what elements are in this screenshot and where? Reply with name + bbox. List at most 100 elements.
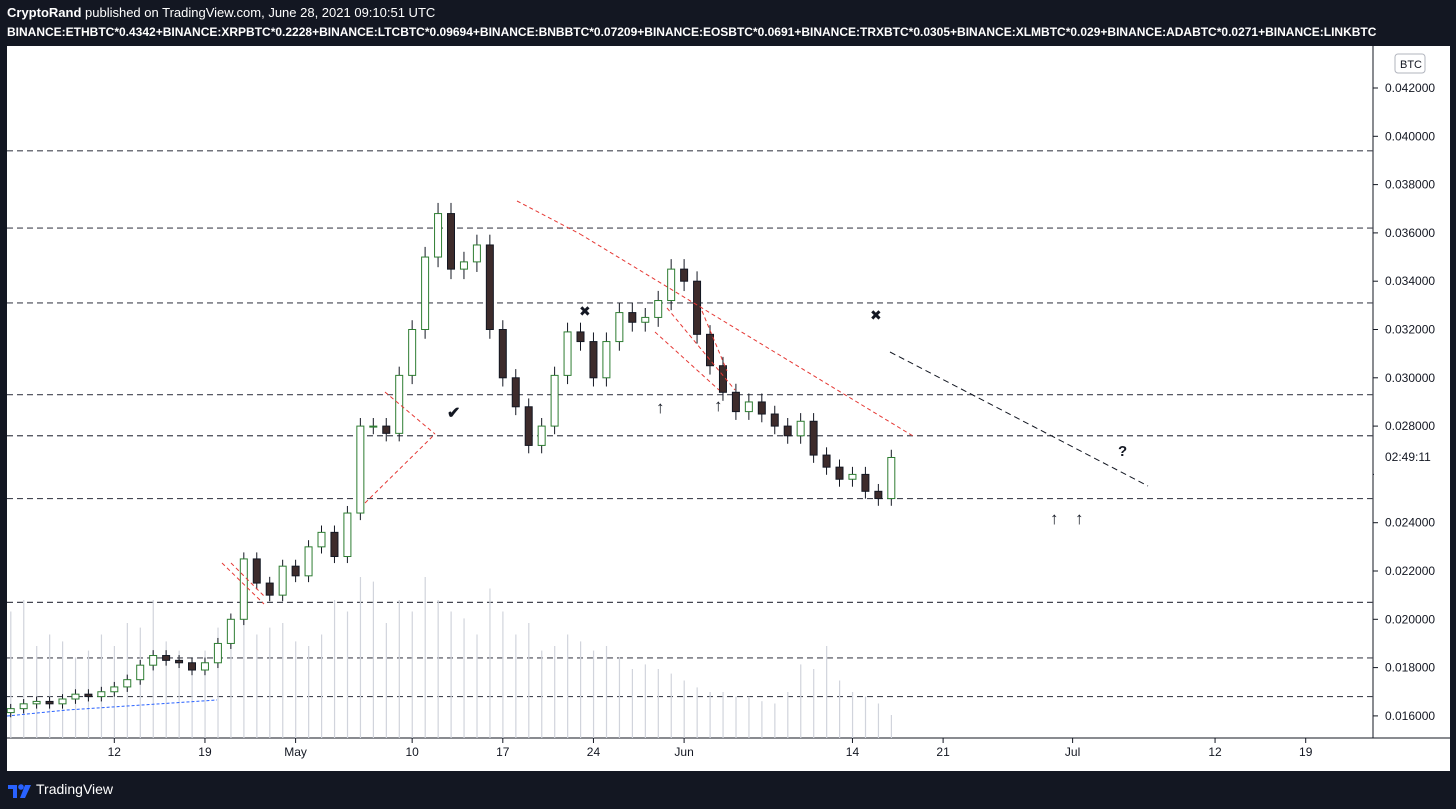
y-tick-label: 0.040000 xyxy=(1385,129,1435,143)
x-tick-label: 14 xyxy=(846,745,860,759)
x-tick-label: May xyxy=(284,745,307,759)
candle-down xyxy=(628,312,637,323)
candle-down xyxy=(589,341,598,379)
volume-bar xyxy=(217,627,219,738)
x-tick-label: 19 xyxy=(198,745,212,759)
volume-bar xyxy=(670,673,672,738)
candle-up xyxy=(421,256,430,330)
trend-line-red xyxy=(654,331,720,391)
candle-up xyxy=(459,261,468,270)
check-icon: ✔ xyxy=(447,405,460,422)
candle-up xyxy=(395,374,404,434)
y-tick-label: 0.032000 xyxy=(1385,323,1435,337)
chart-area[interactable]: 0.016000 0.018000 0.020000 0.022000 0.024000… xyxy=(7,46,1450,771)
y-tick-label: 0.036000 xyxy=(1385,226,1435,240)
publish-text: published on TradingView.com, June 28, 2… xyxy=(81,5,436,20)
volume-bar xyxy=(49,634,51,738)
volume-bar xyxy=(851,692,854,738)
volume-bar xyxy=(774,703,776,738)
candle-up xyxy=(71,693,80,700)
volume-bar xyxy=(541,650,543,738)
x-mark-icon: ✖ xyxy=(579,303,591,319)
volume-bar xyxy=(476,634,478,738)
x-mark-icon: ✖ xyxy=(870,307,882,323)
candle-down xyxy=(498,329,507,379)
volume-bar xyxy=(580,641,582,738)
y-tick-label: 0.028000 xyxy=(1385,419,1435,433)
y-tick-label: 0.020000 xyxy=(1385,612,1435,626)
volume-bar xyxy=(178,650,180,738)
candle-down xyxy=(175,659,184,664)
tradingview-logo-icon[interactable] xyxy=(8,781,32,799)
question-icon: ? xyxy=(1118,443,1127,460)
candle-down xyxy=(822,454,831,468)
volume-bar xyxy=(722,692,724,738)
volume-bar xyxy=(592,650,595,738)
volume-bar xyxy=(839,680,841,738)
candle-up xyxy=(369,425,378,428)
price-chart[interactable]: 0.016000 0.018000 0.020000 0.022000 0.024000… xyxy=(7,46,1450,771)
candle-down xyxy=(731,391,740,413)
candle-up xyxy=(7,708,15,714)
up-arrow-icon: ↑ xyxy=(656,398,665,417)
candle-down xyxy=(809,420,818,456)
volume-bar xyxy=(295,641,297,738)
candle-up xyxy=(343,512,352,558)
candle-down xyxy=(45,700,54,705)
candle-down xyxy=(524,406,533,446)
candle-down xyxy=(757,401,766,415)
candle-up xyxy=(213,642,222,664)
y-tick-label: 0.018000 xyxy=(1385,661,1435,675)
candle-up xyxy=(356,425,365,514)
volume-bar xyxy=(398,600,400,738)
volume-bar xyxy=(502,611,504,738)
x-tick-label: Jun xyxy=(674,745,693,759)
volume-bar xyxy=(308,646,310,738)
volume-bar xyxy=(191,657,193,738)
volume-bar xyxy=(243,600,245,738)
volume-bar xyxy=(256,634,258,738)
volume-bar xyxy=(437,600,439,738)
candle-down xyxy=(783,425,792,437)
candle-down xyxy=(835,466,844,480)
volume-bar xyxy=(696,687,698,738)
candle-up xyxy=(200,662,209,671)
volume-bar xyxy=(424,577,426,738)
candle-up xyxy=(654,300,663,318)
candle-down xyxy=(576,331,585,343)
candle-up xyxy=(744,401,753,413)
candle-up xyxy=(667,268,676,302)
candle-down xyxy=(693,280,702,335)
candle-up xyxy=(317,531,326,548)
candle-down xyxy=(252,558,261,584)
symbol-title: BINANCE:ETHBTC*0.4342+BINANCE:XRPBTC*0.2… xyxy=(7,25,1377,39)
x-tick-label: 19 xyxy=(1299,745,1313,759)
volume-bar xyxy=(890,715,893,738)
candle-down xyxy=(265,582,274,596)
candle-up xyxy=(550,374,559,427)
x-tick-label: 12 xyxy=(1208,745,1222,759)
candle-up xyxy=(472,244,481,263)
volume-bar xyxy=(644,664,646,738)
volume-bar xyxy=(385,623,387,738)
y-tick-label: 0.042000 xyxy=(1385,81,1435,95)
candle-up xyxy=(887,456,896,500)
trend-line-red xyxy=(516,200,581,235)
tradingview-brand[interactable]: TradingView xyxy=(36,781,114,797)
author-name[interactable]: CryptoRand xyxy=(7,5,82,20)
volume-bar xyxy=(359,577,362,738)
y-tick-label: 0.016000 xyxy=(1385,709,1435,723)
volume-bar xyxy=(618,657,621,738)
volume-bar xyxy=(450,611,452,738)
trend-line-red xyxy=(579,233,914,437)
volume-bar xyxy=(761,701,763,738)
current-price-box xyxy=(1374,448,1438,480)
volume-bar xyxy=(864,696,867,738)
x-tick-label: 24 xyxy=(587,745,601,759)
volume-bar xyxy=(204,650,206,738)
candle-up xyxy=(434,213,443,258)
currency-button[interactable] xyxy=(1394,53,1426,74)
candle-up xyxy=(537,425,546,446)
candle-down xyxy=(680,268,689,282)
volume-bar xyxy=(528,623,530,738)
